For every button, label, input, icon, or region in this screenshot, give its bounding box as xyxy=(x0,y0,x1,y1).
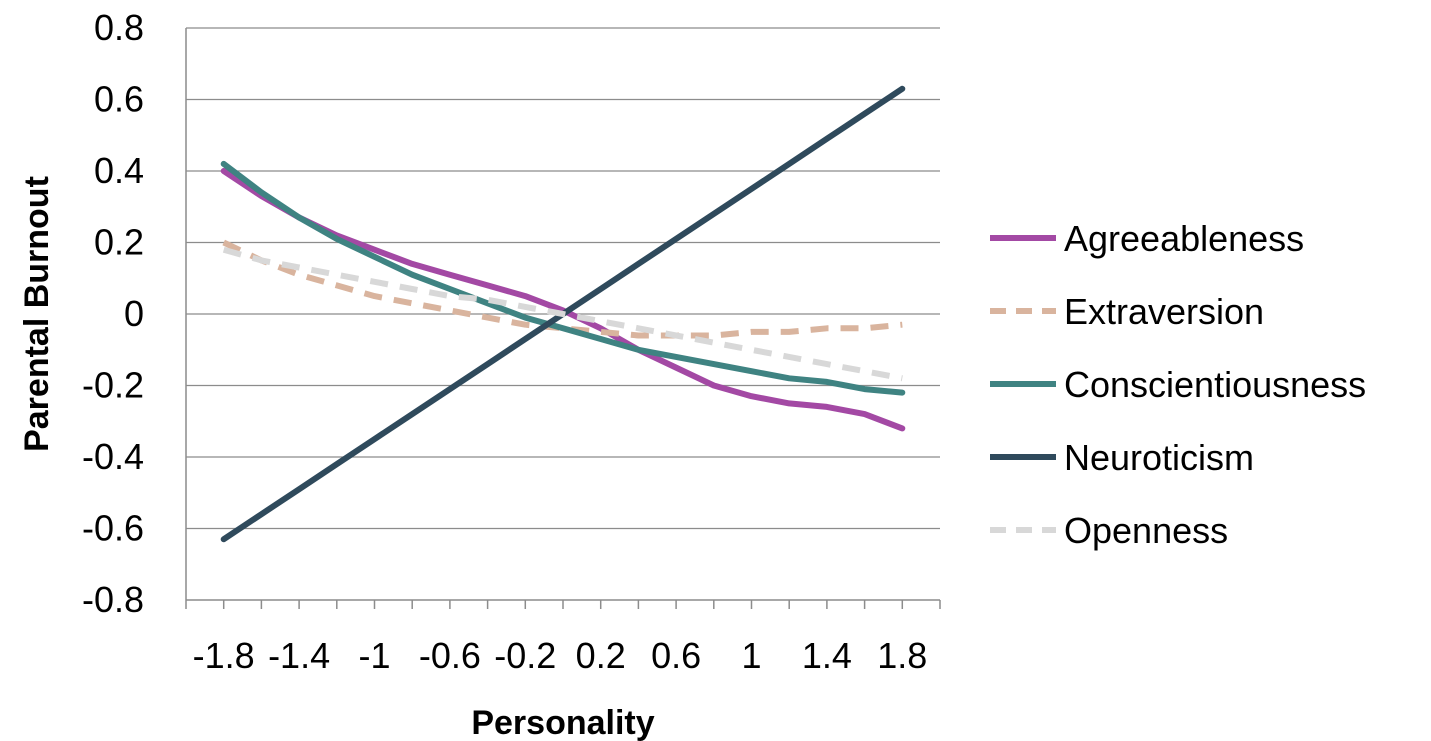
series-line-extraversion xyxy=(222,239,903,339)
y-tick-label: 0.2 xyxy=(94,222,144,263)
series-lines xyxy=(220,85,906,543)
y-tick-label: -0.4 xyxy=(82,436,144,477)
y-tick-labels: 0.8 0.6 0.4 0.2 0 -0.2 -0.4 -0.6 -0.8 xyxy=(82,7,144,620)
x-tick-label: -0.6 xyxy=(419,635,481,676)
series-line-agreeableness xyxy=(220,168,906,432)
x-tick-label: 0.6 xyxy=(651,635,701,676)
legend-label-neuroticism: Neuroticism xyxy=(1064,437,1254,478)
x-axis-title: Personality xyxy=(471,704,654,741)
x-tick-label: -1 xyxy=(358,635,390,676)
y-tick-label: 0.8 xyxy=(94,7,144,48)
legend-label-conscientiousness: Conscientiousness xyxy=(1064,364,1366,405)
legend-label-agreeableness: Agreeableness xyxy=(1064,218,1304,259)
legend: Agreeableness Extraversion Conscientiousne… xyxy=(990,218,1366,551)
x-tick-label: -1.4 xyxy=(268,635,330,676)
legend-label-extraversion: Extraversion xyxy=(1064,291,1264,332)
x-tick-label: -0.2 xyxy=(494,635,556,676)
y-tick-label: -0.8 xyxy=(82,579,144,620)
x-tick-label: -1.8 xyxy=(193,635,255,676)
legend-label-openness: Openness xyxy=(1064,510,1228,551)
y-tick-label: 0 xyxy=(124,293,144,334)
x-tick-label: 0.2 xyxy=(576,635,626,676)
series-line-openness xyxy=(222,246,903,382)
axes xyxy=(185,28,941,609)
x-tick-label: 1.8 xyxy=(877,635,927,676)
x-tick-labels: -1.8 -1.4 -1 -0.6 -0.2 0.2 0.6 1 1.4 1.8 xyxy=(193,635,928,676)
y-tick-label: 0.6 xyxy=(94,79,144,120)
x-tick-label: 1 xyxy=(741,635,761,676)
series-line-conscientiousness xyxy=(220,160,906,396)
gridlines xyxy=(186,27,940,530)
x-tick-label: 1.4 xyxy=(802,635,852,676)
y-axis-title: Parental Burnout xyxy=(18,176,56,452)
y-tick-label: -0.2 xyxy=(82,365,144,406)
y-tick-label: 0.4 xyxy=(94,150,144,191)
y-tick-label: -0.6 xyxy=(82,508,144,549)
